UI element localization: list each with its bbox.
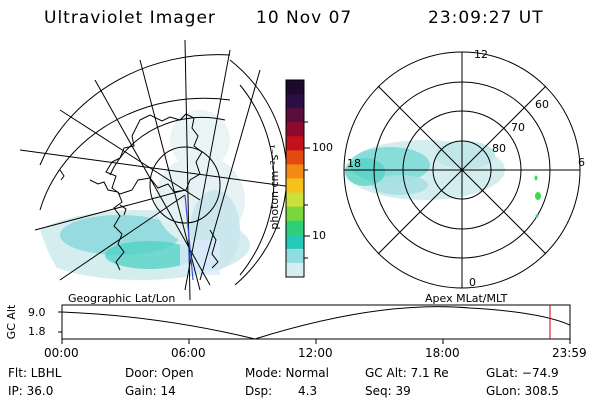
dsp-value: 4.3 [298,384,318,398]
x-tick-1200: 12:00 [298,346,333,360]
colorbar-segment [286,108,304,123]
colorbar-segment [286,94,304,109]
gc-alt-axis-label: GC Alt [5,304,18,340]
colorbar-segment [286,136,304,151]
dsp-label: Dsp: [245,384,273,398]
glat-info: GLat: −74.9 [486,366,559,380]
lat-label-70: 70 [511,121,525,134]
colorbar-tick-10: 10 [312,229,326,242]
mlt-label-6: 6 [578,156,585,169]
colorbar-segment [286,220,304,236]
x-tick-0600: 06:00 [171,346,206,360]
geo-grid [19,39,301,301]
date-label: 10 Nov 07 [256,8,353,28]
colorbar-segment [286,150,304,165]
colorbar-segment [286,206,304,222]
glon-info: GLon: 308.5 [486,384,559,398]
polar-plot [343,51,581,289]
seq-info: Seq: 39 [365,384,411,398]
instrument-title: Ultraviolet Imager [44,8,216,28]
mlt-label-0: 0 [469,276,476,289]
colorbar-segment [286,122,304,137]
colorbar-segment [286,178,304,194]
uv-emission-geo [35,110,250,280]
apex-caption: Apex MLat/MLT [425,292,508,305]
x-tick-1800: 18:00 [425,346,460,360]
time-label: 23:09:27 UT [428,8,544,28]
mlt-label-12: 12 [474,48,488,61]
ip-info: IP: 36.0 [8,384,54,398]
colorbar [285,79,310,278]
mode-info: Mode: Normal [245,366,329,380]
x-tick-0000: 00:00 [44,346,79,360]
colorbar-segment [286,164,304,179]
colorbar-segment [286,234,304,250]
gc-alt-info: GC Alt: 7.1 Re [365,366,449,380]
antarctica-coastline [59,113,219,271]
geographic-image [19,39,301,301]
colorbar-tick-100: 100 [312,141,333,154]
door-info: Door: Open [125,366,194,380]
colorbar-segment [286,248,304,264]
colorbar-segment [286,192,304,208]
lat-label-80: 80 [492,142,506,155]
lat-label-60: 60 [535,98,549,111]
y-tick-1-8: 1.8 [28,325,46,338]
gain-info: Gain: 14 [125,384,176,398]
y-tick-9: 9.0 [28,306,46,319]
mlt-label-18: 18 [347,157,361,170]
altitude-timeline [58,304,571,344]
filter-info: Flt: LBHL [8,366,62,380]
x-tick-2359: 23:59 [552,346,587,360]
colorbar-segment [286,262,304,278]
geographic-caption: Geographic Lat/Lon [68,292,176,305]
colorbar-segment [286,80,304,95]
colorbar-unit-label: photon cm⁻²s⁻¹ [268,144,281,230]
